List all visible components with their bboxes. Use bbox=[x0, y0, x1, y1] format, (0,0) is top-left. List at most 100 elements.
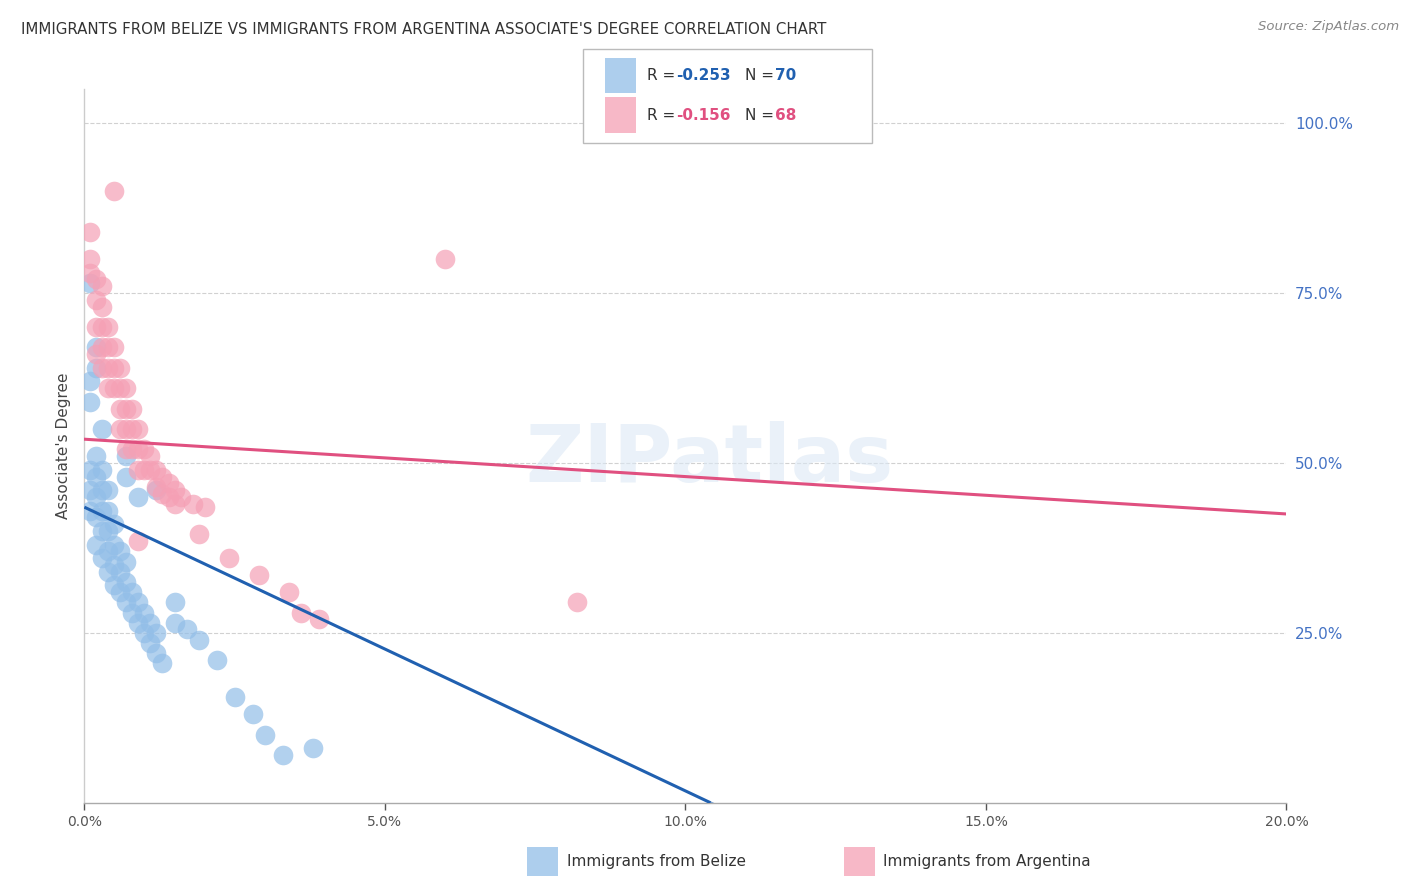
Point bbox=[115, 469, 138, 483]
Point bbox=[91, 341, 114, 355]
Point bbox=[169, 490, 191, 504]
Point bbox=[103, 341, 125, 355]
Text: N =: N = bbox=[745, 68, 779, 83]
Text: N =: N = bbox=[745, 108, 779, 123]
Point bbox=[134, 626, 156, 640]
Point bbox=[567, 595, 589, 609]
Point bbox=[110, 360, 132, 375]
Point bbox=[152, 657, 174, 671]
Point bbox=[121, 442, 143, 457]
Point bbox=[97, 341, 120, 355]
Point bbox=[86, 347, 108, 361]
Point bbox=[157, 476, 180, 491]
Point bbox=[79, 394, 101, 409]
Point bbox=[86, 320, 108, 334]
Point bbox=[115, 595, 138, 609]
Point bbox=[97, 381, 120, 395]
Point bbox=[134, 463, 156, 477]
Point bbox=[79, 483, 101, 498]
Point bbox=[86, 293, 108, 307]
Point bbox=[139, 615, 162, 630]
Point bbox=[242, 707, 264, 722]
Point bbox=[181, 497, 204, 511]
Point bbox=[121, 422, 143, 436]
Point bbox=[218, 551, 240, 566]
Point bbox=[301, 741, 323, 756]
Point bbox=[187, 527, 209, 541]
Point bbox=[97, 565, 120, 579]
Point bbox=[110, 422, 132, 436]
Text: R =: R = bbox=[647, 108, 681, 123]
Point bbox=[134, 606, 156, 620]
Point bbox=[127, 422, 149, 436]
Point bbox=[224, 690, 246, 705]
Point bbox=[91, 551, 114, 566]
Point bbox=[271, 748, 294, 763]
Point bbox=[91, 483, 114, 498]
Point bbox=[103, 578, 125, 592]
Point bbox=[121, 401, 143, 416]
Text: -0.253: -0.253 bbox=[676, 68, 731, 83]
Point bbox=[247, 568, 270, 582]
Y-axis label: Associate's Degree: Associate's Degree bbox=[56, 373, 72, 519]
Point bbox=[110, 565, 132, 579]
Point bbox=[115, 442, 138, 457]
Point bbox=[97, 483, 120, 498]
Point bbox=[79, 375, 101, 389]
Point bbox=[103, 517, 125, 532]
Point bbox=[97, 320, 120, 334]
Point bbox=[91, 422, 114, 436]
Point bbox=[103, 381, 125, 395]
Text: -0.156: -0.156 bbox=[676, 108, 731, 123]
Point bbox=[115, 422, 138, 436]
Point bbox=[97, 503, 120, 517]
Point bbox=[115, 381, 138, 395]
Text: ZIPatlas: ZIPatlas bbox=[526, 421, 894, 500]
Point bbox=[79, 503, 101, 517]
Point bbox=[103, 537, 125, 551]
Point bbox=[176, 623, 198, 637]
Text: 70: 70 bbox=[775, 68, 796, 83]
Point bbox=[127, 463, 149, 477]
Point bbox=[145, 646, 167, 660]
Text: R =: R = bbox=[647, 68, 681, 83]
Point bbox=[79, 276, 101, 290]
Point bbox=[91, 320, 114, 334]
Point bbox=[145, 626, 167, 640]
Point bbox=[121, 606, 143, 620]
Point bbox=[127, 534, 149, 549]
Point bbox=[86, 360, 108, 375]
Point bbox=[434, 252, 457, 266]
Point bbox=[86, 341, 108, 355]
Point bbox=[145, 480, 167, 494]
Point bbox=[139, 463, 162, 477]
Point bbox=[79, 463, 101, 477]
Point bbox=[127, 595, 149, 609]
Point bbox=[91, 524, 114, 538]
Point bbox=[127, 615, 149, 630]
Point bbox=[139, 449, 162, 463]
Text: 68: 68 bbox=[775, 108, 796, 123]
Point bbox=[121, 585, 143, 599]
Point bbox=[91, 463, 114, 477]
Point bbox=[110, 544, 132, 558]
Point bbox=[91, 300, 114, 314]
Point bbox=[91, 279, 114, 293]
Point bbox=[194, 500, 217, 515]
Point bbox=[79, 252, 101, 266]
Point bbox=[115, 401, 138, 416]
Point bbox=[115, 574, 138, 589]
Point bbox=[103, 184, 125, 198]
Text: Immigrants from Argentina: Immigrants from Argentina bbox=[883, 855, 1091, 869]
Point bbox=[110, 401, 132, 416]
Point bbox=[86, 469, 108, 483]
Point bbox=[145, 463, 167, 477]
Point bbox=[91, 360, 114, 375]
Point bbox=[86, 510, 108, 524]
Point bbox=[127, 442, 149, 457]
Text: IMMIGRANTS FROM BELIZE VS IMMIGRANTS FROM ARGENTINA ASSOCIATE'S DEGREE CORRELATI: IMMIGRANTS FROM BELIZE VS IMMIGRANTS FRO… bbox=[21, 22, 827, 37]
Point bbox=[86, 449, 108, 463]
Point bbox=[157, 490, 180, 504]
Point bbox=[205, 653, 228, 667]
Point bbox=[277, 585, 299, 599]
